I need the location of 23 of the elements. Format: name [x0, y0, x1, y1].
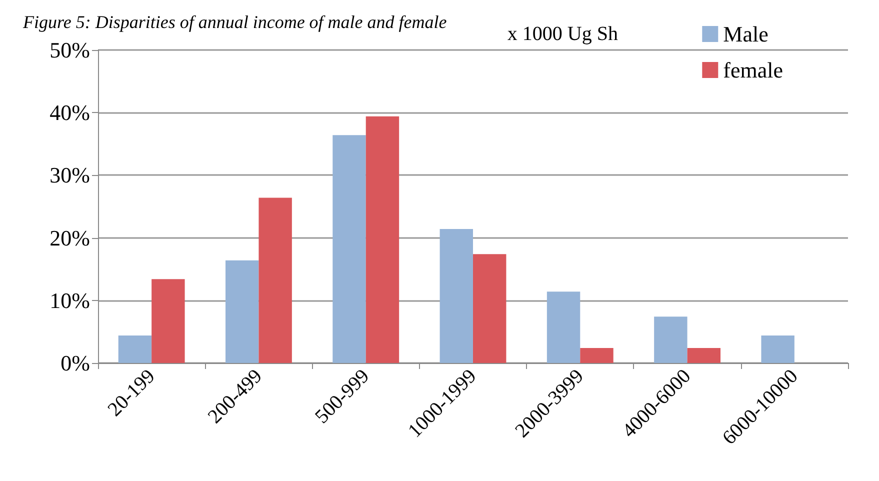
y-tick-label: 20% — [50, 225, 90, 250]
bar — [332, 135, 366, 363]
text: x 1000 Ug Sh — [507, 23, 618, 45]
bar — [473, 254, 506, 363]
y-tick-label: 40% — [50, 100, 90, 126]
bar — [366, 116, 400, 363]
y-tick-label: 0% — [60, 350, 90, 376]
bar — [761, 335, 794, 363]
y-tick-label: 30% — [50, 162, 90, 188]
y-tick-label: 10% — [50, 288, 90, 313]
chart-title: Figure 5: Disparities of annual income of male and female — [22, 12, 447, 32]
bar — [654, 316, 688, 363]
bar — [440, 229, 473, 363]
bar — [687, 348, 720, 363]
legend-label: female — [723, 58, 784, 82]
bar — [152, 279, 185, 363]
y-tick-label: 50% — [50, 38, 90, 62]
bar — [546, 292, 580, 363]
bar — [258, 198, 292, 363]
bar — [118, 335, 152, 363]
bar — [226, 260, 259, 363]
legend-label: Male — [723, 22, 768, 46]
bar — [580, 348, 614, 363]
